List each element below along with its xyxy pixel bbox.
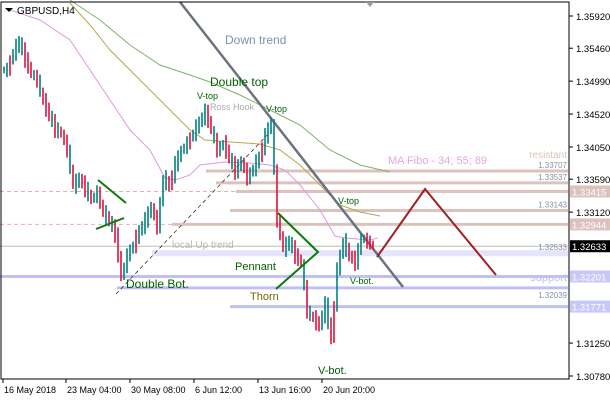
label-ma-fibo: MA Fibo - 34; 55; 89 — [388, 155, 487, 167]
label-double-bot: Double Bot. — [126, 277, 189, 291]
x-tick-label: 6 Jun 12:00 — [195, 385, 242, 395]
price-tag-label: 1.33415 — [572, 187, 606, 198]
scroll-marker-icon[interactable] — [366, 2, 374, 7]
label-thorn: Thorn — [250, 291, 279, 303]
level-label: 1.32039 — [538, 291, 567, 300]
y-tick-label: 1.35920 — [576, 12, 610, 23]
price-tag-label: 1.32201 — [572, 272, 606, 283]
x-tick-label: 13 Jun 16:00 — [259, 385, 311, 395]
local-up-trend-line — [115, 129, 273, 295]
label-v-top-2: V-top — [266, 104, 287, 114]
y-tick-label: 1.33120 — [576, 208, 610, 219]
level-label: 1.33537 — [538, 173, 567, 182]
price-tag-label: 1.32633 — [572, 242, 606, 253]
price-tag-label: 1.32944 — [572, 220, 606, 231]
label-resistant: resistant — [529, 150, 567, 161]
level-label: 1.32533 — [538, 243, 567, 252]
y-tick-label: 1.34520 — [576, 110, 610, 121]
y-tick-label: 1.31250 — [576, 339, 610, 350]
label-v-bot-1: V-bot. — [350, 276, 374, 286]
plot-frame — [0, 1, 570, 380]
label-support: support — [530, 272, 567, 284]
x-tick-label: 23 May 04:00 — [67, 385, 122, 395]
ma-89-line — [69, 0, 391, 173]
flag-upper-line — [97, 179, 127, 204]
label-local-up-trend: local Up trend — [172, 240, 234, 251]
pennant-triangle — [275, 212, 320, 290]
price-tag-label: 1.31771 — [572, 303, 606, 314]
down-trend-line[interactable] — [179, 1, 404, 288]
y-tick-label: 1.35460 — [576, 44, 610, 55]
forecast-path — [376, 187, 497, 276]
label-double-top: Double top — [210, 75, 268, 89]
flag-lower-line — [95, 217, 125, 230]
level-label: 1.33707 — [538, 161, 567, 170]
price-tag — [570, 240, 610, 253]
label-ross-hook: Ross Hook — [210, 102, 255, 112]
symbol-dropdown-icon[interactable] — [5, 8, 13, 12]
x-tick-label: 16 May 2018 — [4, 385, 56, 395]
price-tag — [570, 185, 610, 198]
label-pennant: Pennant — [235, 261, 276, 273]
x-tick-label: 30 May 08:00 — [131, 385, 186, 395]
ma-34-line — [9, 9, 379, 241]
y-tick-label: 1.34990 — [576, 77, 610, 88]
label-v-top-3: V-top — [338, 196, 359, 206]
y-tick-label: 1.34050 — [576, 143, 610, 154]
label-down-trend: Down trend — [225, 33, 286, 47]
label-v-top-1: V-top — [197, 91, 218, 101]
y-tick-label: 1.33590 — [576, 175, 610, 186]
symbol-label: GBPUSD,H4 — [17, 6, 75, 17]
label-v-bot-2: V-bot. — [318, 365, 347, 377]
level-label: 1.33143 — [538, 200, 567, 209]
price-tag — [570, 300, 610, 313]
y-tick-label: 1.30780 — [576, 372, 610, 383]
x-tick-label: 20 Jun 20:00 — [323, 385, 375, 395]
price-tag — [570, 270, 610, 283]
price-tag — [570, 218, 610, 231]
